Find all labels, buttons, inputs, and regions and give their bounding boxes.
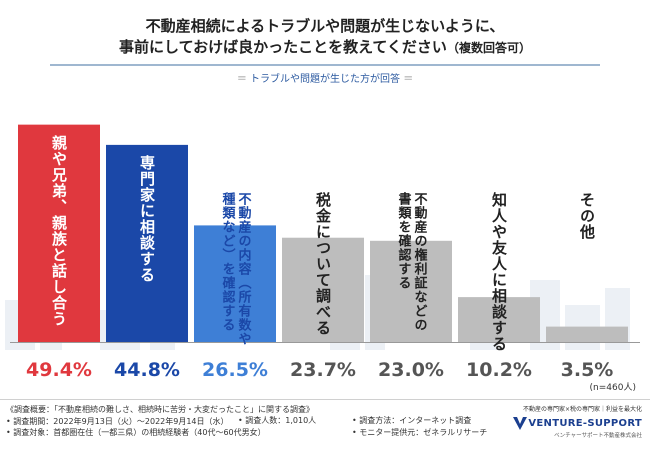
bar-5 <box>370 240 452 342</box>
survey-column-2: • 調査人数：1,010人 <box>238 415 316 427</box>
bar-7 <box>546 326 628 342</box>
value-label-4: 23.7% <box>290 359 356 381</box>
survey-method: • 調査方法：インターネット調査 <box>352 416 472 425</box>
survey-column-3: • 調査方法：インターネット調査 • モニター提供元：ゼネラルリサーチ <box>352 415 487 438</box>
survey-period: • 調査期間：2022年9月13日（火）〜2022年9月14日（水） <box>6 416 229 426</box>
bar-1 <box>18 124 100 342</box>
brand-name: VENTURE-SUPPORT <box>528 417 642 429</box>
bar-2 <box>106 144 188 342</box>
value-label-6: 10.2% <box>466 359 532 381</box>
subtitle-mark-right: ＝ <box>403 74 414 85</box>
footer-divider <box>0 399 650 400</box>
brand-block: 不動産の専門家×税の専門家｜利益を最大化 VENTURE-SUPPORT ベンチ… <box>492 404 642 439</box>
category-label-3-line-1: 不動産の内容（所有数や <box>236 192 253 346</box>
category-label-5-line-1: 不動産の権利証などの <box>412 192 428 332</box>
chart-title: 不動産相続によるトラブルや問題が生じないように、 事前にしておけば良かったことを… <box>0 16 650 59</box>
bar-6 <box>458 297 540 342</box>
value-label-5: 23.0% <box>378 359 444 381</box>
survey-respondents: • 調査人数：1,010人 <box>238 416 317 425</box>
chart-subtitle: ＝ トラブルや問題が生じた方が回答 ＝ <box>0 70 650 85</box>
category-label-7: その他 <box>578 192 596 240</box>
title-line-1: 不動産相続によるトラブルや問題が生じないように、 <box>145 17 505 35</box>
title-divider <box>50 64 600 66</box>
brand-logo-icon <box>513 417 528 430</box>
category-label-3-line-2: 種類など）を確認する <box>220 191 237 332</box>
subtitle-text: トラブルや問題が生じた方が回答 <box>250 74 400 85</box>
category-label-6: 知人や友人に相談する <box>490 191 508 352</box>
category-label-1: 親や兄弟、親族と話し合う <box>50 134 68 327</box>
subtitle-mark-left: ＝ <box>236 74 247 85</box>
value-label-7: 3.5% <box>561 359 614 381</box>
survey-provider: • モニター提供元：ゼネラルリサーチ <box>352 427 488 437</box>
survey-overview: 《調査概要：「不動産相続の難しさ、相続時に苦労・大変だったこと」に関する調査》 … <box>6 404 314 439</box>
value-label-2: 44.8% <box>114 359 180 381</box>
value-label-1: 49.4% <box>26 359 92 381</box>
brand-company: ベンチャーサポート不動産株式会社 <box>554 433 642 439</box>
title-note: （複数回答可） <box>446 41 531 55</box>
title-line-2: 事前にしておけば良かったことを教えてください <box>119 38 447 56</box>
category-label-4: 税金について調べる <box>314 191 332 336</box>
survey-title: 《調査概要：「不動産相続の難しさ、相続時に苦労・大変だったこと」に関する調査》 <box>6 405 314 414</box>
bar-3 <box>194 225 276 342</box>
bar-4 <box>282 237 364 342</box>
category-label-2: 専門家に相談する <box>138 154 156 283</box>
brand-tagline: 不動産の専門家×税の専門家｜利益を最大化 <box>522 406 642 413</box>
category-label-5-line-2: 書類を確認する <box>396 191 413 290</box>
survey-target: • 調査対象：首都圏在住（一都三県）の相続経験者（40代〜60代男女） <box>6 428 266 437</box>
sample-size-label: (n=460人) <box>589 383 636 393</box>
value-label-3: 26.5% <box>202 359 268 381</box>
